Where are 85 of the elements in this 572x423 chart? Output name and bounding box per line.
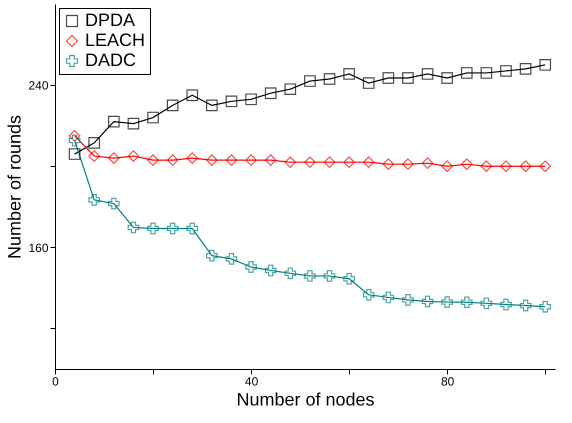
point: [520, 300, 532, 312]
point: [284, 267, 296, 280]
point: [128, 222, 140, 234]
point: [147, 154, 159, 166]
x-tick-label: 40: [244, 374, 259, 388]
point: [226, 253, 238, 265]
point: [422, 68, 434, 80]
point: [402, 158, 414, 170]
point: [520, 160, 532, 172]
point: [422, 157, 434, 170]
point: [166, 100, 178, 112]
point: [108, 198, 120, 210]
point: [186, 89, 198, 102]
point: [245, 93, 257, 106]
point: [324, 73, 336, 85]
point: [480, 160, 492, 172]
point: [539, 160, 552, 172]
point: [500, 160, 512, 172]
point: [108, 116, 120, 128]
x-tick-label: 0: [52, 374, 60, 388]
point: [460, 67, 473, 79]
point: [539, 58, 552, 71]
point: [382, 72, 394, 84]
point: [362, 156, 375, 168]
point: [88, 150, 100, 162]
point: [284, 83, 296, 96]
y-axis-title: Number of rounds: [4, 114, 24, 260]
point: [402, 72, 414, 84]
point: [324, 270, 336, 282]
point: [128, 150, 140, 162]
point: [520, 63, 532, 75]
point: [128, 118, 140, 130]
point: [460, 296, 473, 308]
point: [362, 77, 375, 89]
point: [402, 294, 414, 306]
point: [304, 156, 316, 168]
point: [480, 297, 492, 310]
point: [186, 222, 198, 234]
point: [343, 156, 355, 168]
point: [206, 154, 218, 166]
point: [441, 72, 453, 84]
point: [245, 154, 257, 166]
point: [245, 261, 257, 273]
point: [264, 154, 277, 166]
x-axis-title: Number of nodes: [236, 390, 375, 410]
point: [441, 160, 453, 172]
point: [480, 67, 492, 79]
point: [284, 156, 296, 168]
point: [343, 68, 355, 80]
point: [264, 87, 277, 100]
legend-label: DADC: [85, 50, 136, 70]
point: [382, 292, 394, 304]
x-tick-label: 80: [440, 374, 455, 388]
point: [324, 156, 336, 168]
point: [147, 222, 159, 234]
point: [460, 158, 473, 170]
point: [539, 300, 552, 313]
point: [147, 112, 159, 124]
point: [186, 152, 198, 164]
y-tick-label: 160: [28, 240, 49, 255]
point: [166, 154, 178, 166]
point: [68, 130, 80, 142]
point: [500, 65, 512, 77]
point: [304, 75, 316, 87]
point: [362, 288, 375, 301]
point: [68, 134, 80, 146]
point: [166, 222, 178, 234]
y-tick-label: 240: [28, 78, 49, 93]
point: [88, 137, 100, 149]
point: [264, 264, 277, 276]
point: [441, 296, 453, 308]
point: [68, 148, 80, 160]
point: [226, 154, 238, 166]
point: [304, 270, 316, 282]
legend-label: LEACH: [85, 30, 146, 50]
point: [206, 250, 218, 262]
point: [422, 296, 434, 308]
point: [343, 272, 355, 285]
point: [88, 194, 100, 206]
point: [206, 100, 218, 112]
point: [382, 158, 394, 170]
legend-label: DPDA: [85, 10, 136, 30]
point: [500, 298, 512, 310]
point: [108, 152, 120, 164]
point: [226, 95, 238, 108]
